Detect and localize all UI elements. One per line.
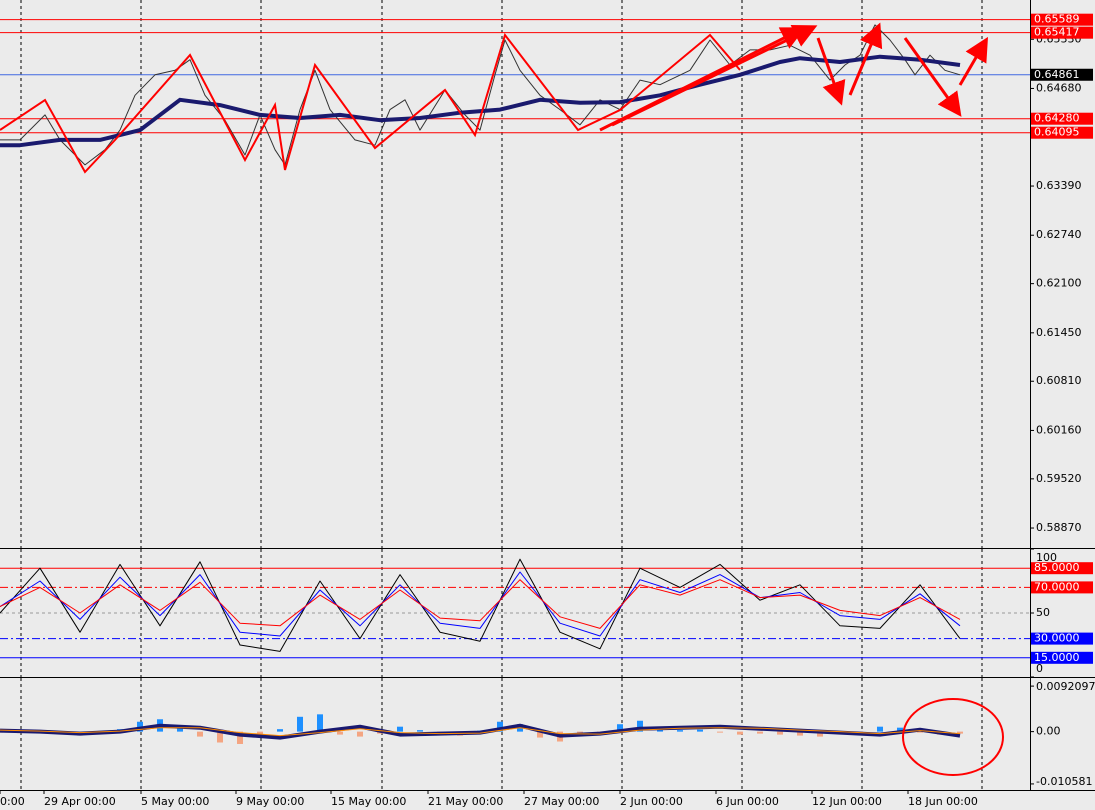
y-tick-label: 0.60160: [1036, 423, 1082, 436]
level-label: 30.0000: [1034, 632, 1080, 645]
arrow: [848, 22, 883, 96]
histogram-bar: [817, 731, 823, 737]
y-tick-label: 0.59520: [1036, 472, 1082, 485]
histogram-bar: [877, 726, 883, 732]
y-tick-label: 0.63390: [1036, 179, 1082, 192]
x-tick-label: 12 Jun 00:00: [812, 795, 882, 808]
y-tick-label: 0.61450: [1036, 326, 1082, 339]
histogram-bar: [697, 729, 703, 732]
arrow: [816, 37, 846, 106]
level-label-box: [1031, 68, 1093, 81]
level-label-box: [1031, 126, 1093, 139]
level-label: 0.64861: [1034, 68, 1080, 81]
histogram-bar: [957, 731, 963, 734]
y-tick-label: 100: [1036, 551, 1057, 564]
x-tick-label: 18 Jun 00:00: [908, 795, 978, 808]
histogram-bar: [897, 727, 903, 732]
histogram-bar: [317, 714, 323, 732]
histogram-bar: [217, 731, 223, 743]
labels-layer: 0.58870 0.59520 0.60160 0.60810 0.61450 0.621…: [0, 13, 1095, 808]
y-tick-label: 0: [1036, 662, 1043, 675]
annotations: [0, 22, 1004, 776]
histogram-bar: [777, 731, 783, 735]
histogram-bar: [177, 726, 183, 732]
y-tick-label: 0.0092097: [1036, 680, 1095, 693]
series-line: [0, 571, 961, 637]
x-tick-label: 2 Jun 00:00: [620, 795, 683, 808]
histogram-bar: [737, 731, 743, 735]
histogram-bar: [617, 724, 623, 732]
x-tick-label: 27 May 00:00: [524, 795, 599, 808]
y-tick-label: 0.64680: [1036, 81, 1082, 94]
histogram-bar: [277, 729, 283, 732]
x-tick-label: 6 Jun 00:00: [716, 795, 779, 808]
histogram-bar: [497, 721, 503, 732]
level-label: 0.64280: [1034, 112, 1080, 125]
level-label-box: [1031, 562, 1093, 575]
series-line: [0, 579, 961, 629]
level-label: 85.0000: [1034, 561, 1080, 574]
level-label: 0.64095: [1034, 126, 1080, 139]
y-tick-label: 0.58870: [1036, 521, 1082, 534]
highlight-circle: [902, 698, 1004, 776]
x-tick-label: 9 May 00:00: [236, 795, 304, 808]
y-tick-label: 0.60810: [1036, 374, 1082, 387]
histogram-bar: [357, 731, 363, 737]
level-label-box: [1031, 581, 1093, 594]
frame: [0, 0, 1095, 791]
histogram-bar: [297, 716, 303, 732]
marks-layer: [0, 19, 1030, 744]
histogram-bar: [237, 731, 243, 744]
level-label-box: [1031, 13, 1093, 26]
histogram-bar: [717, 731, 723, 733]
level-label: 70.0000: [1034, 580, 1080, 593]
series-line: [0, 24, 961, 166]
x-tick-label: 29 Apr 00:00: [44, 795, 116, 808]
histogram-bar: [417, 730, 423, 732]
zigzag: [0, 32, 741, 174]
series-line: [0, 723, 961, 740]
level-label-box: [1031, 632, 1093, 645]
histogram-bar: [757, 731, 763, 734]
arrow: [903, 37, 962, 117]
level-label-box: [1031, 112, 1093, 125]
level-label: 0.65589: [1034, 13, 1080, 26]
histogram-bar: [917, 731, 923, 733]
histogram-bar: [397, 726, 403, 732]
histogram-bar: [537, 731, 543, 738]
y-tick-label: -0.010581: [1036, 775, 1092, 788]
level-label: 15.0000: [1034, 651, 1080, 664]
y-tick-label: 0.62740: [1036, 228, 1082, 241]
histogram-bar: [797, 731, 803, 736]
series-line: [0, 558, 961, 652]
histogram-bar: [337, 731, 343, 735]
series-line: [0, 727, 961, 737]
arrow: [958, 36, 989, 86]
x-tick-label: 0:00: [0, 795, 25, 808]
y-tick-label: 50: [1036, 606, 1050, 619]
histogram-bar: [637, 720, 643, 732]
series-line: [0, 54, 961, 148]
y-tick-label: 0.00: [1036, 725, 1061, 738]
histogram-bar: [677, 730, 683, 732]
level-label-box: [1031, 651, 1093, 664]
x-tick-label: 15 May 00:00: [331, 795, 406, 808]
level-label-box: [1031, 26, 1093, 39]
x-tick-label: 21 May 00:00: [428, 795, 503, 808]
level-label: 0.65417: [1034, 26, 1080, 39]
histogram-bar: [197, 731, 203, 737]
arrow: [611, 25, 818, 127]
y-tick-label: 0.62100: [1036, 277, 1082, 290]
x-tick-label: 5 May 00:00: [141, 795, 209, 808]
